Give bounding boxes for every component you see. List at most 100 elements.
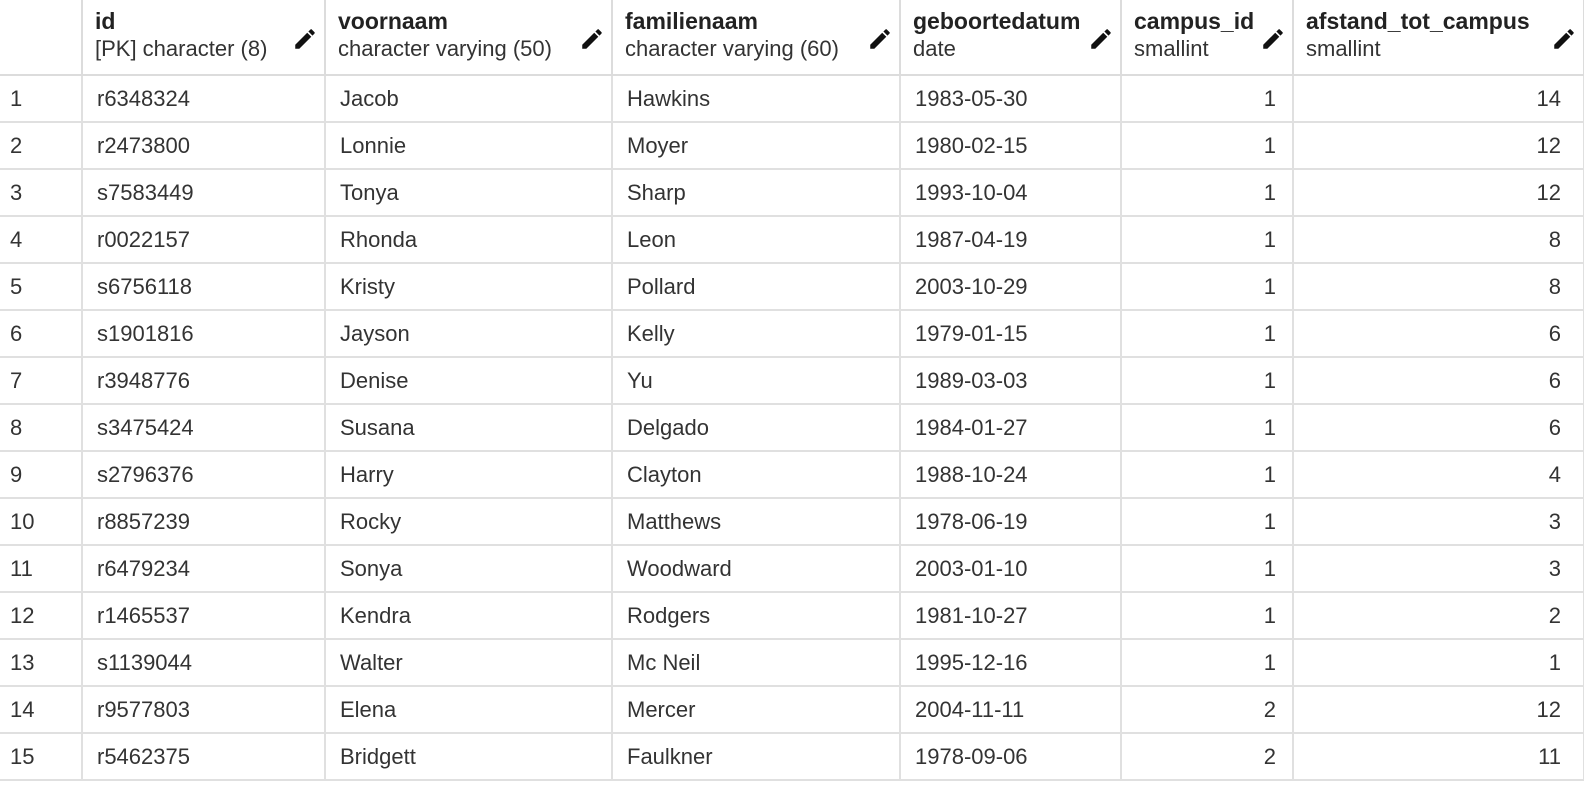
row-number[interactable]: 1 bbox=[0, 75, 83, 123]
cell-familienaam[interactable]: Moyer bbox=[612, 122, 901, 170]
cell-campus-id[interactable]: 1 bbox=[1121, 404, 1294, 452]
table-row[interactable]: 4 r0022157 Rhonda Leon 1987-04-19 1 8 bbox=[0, 216, 1584, 264]
cell-afstand-tot-campus[interactable]: 6 bbox=[1293, 357, 1584, 405]
cell-afstand-tot-campus[interactable]: 2 bbox=[1293, 592, 1584, 640]
cell-voornaam[interactable]: Tonya bbox=[325, 169, 613, 217]
cell-geboortedatum[interactable]: 1979-01-15 bbox=[900, 310, 1122, 358]
cell-geboortedatum[interactable]: 1995-12-16 bbox=[900, 639, 1122, 687]
row-number[interactable]: 9 bbox=[0, 451, 83, 499]
cell-afstand-tot-campus[interactable]: 1 bbox=[1293, 639, 1584, 687]
cell-familienaam[interactable]: Mc Neil bbox=[612, 639, 901, 687]
cell-campus-id[interactable]: 1 bbox=[1121, 169, 1294, 217]
column-header-voornaam[interactable]: voornaam character varying (50) bbox=[325, 0, 613, 76]
pencil-icon[interactable] bbox=[1088, 26, 1114, 52]
cell-campus-id[interactable]: 1 bbox=[1121, 216, 1294, 264]
cell-voornaam[interactable]: Kendra bbox=[325, 592, 613, 640]
row-number[interactable]: 14 bbox=[0, 686, 83, 734]
cell-familienaam[interactable]: Clayton bbox=[612, 451, 901, 499]
row-number-header[interactable] bbox=[0, 0, 83, 76]
table-row[interactable]: 14 r9577803 Elena Mercer 2004-11-11 2 12 bbox=[0, 686, 1584, 734]
cell-campus-id[interactable]: 1 bbox=[1121, 357, 1294, 405]
cell-voornaam[interactable]: Denise bbox=[325, 357, 613, 405]
cell-familienaam[interactable]: Leon bbox=[612, 216, 901, 264]
cell-afstand-tot-campus[interactable]: 12 bbox=[1293, 686, 1584, 734]
cell-id[interactable]: s1139044 bbox=[82, 639, 326, 687]
column-header-geboortedatum[interactable]: geboortedatum date bbox=[900, 0, 1122, 76]
cell-familienaam[interactable]: Kelly bbox=[612, 310, 901, 358]
cell-voornaam[interactable]: Elena bbox=[325, 686, 613, 734]
cell-id[interactable]: r1465537 bbox=[82, 592, 326, 640]
row-number[interactable]: 5 bbox=[0, 263, 83, 311]
cell-familienaam[interactable]: Pollard bbox=[612, 263, 901, 311]
cell-familienaam[interactable]: Hawkins bbox=[612, 75, 901, 123]
cell-geboortedatum[interactable]: 1980-02-15 bbox=[900, 122, 1122, 170]
table-row[interactable]: 5 s6756118 Kristy Pollard 2003-10-29 1 8 bbox=[0, 263, 1584, 311]
cell-id[interactable]: r2473800 bbox=[82, 122, 326, 170]
cell-afstand-tot-campus[interactable]: 12 bbox=[1293, 122, 1584, 170]
row-number[interactable]: 10 bbox=[0, 498, 83, 546]
row-number[interactable]: 13 bbox=[0, 639, 83, 687]
cell-afstand-tot-campus[interactable]: 3 bbox=[1293, 545, 1584, 593]
cell-id[interactable]: r6479234 bbox=[82, 545, 326, 593]
cell-geboortedatum[interactable]: 1978-06-19 bbox=[900, 498, 1122, 546]
row-number[interactable]: 11 bbox=[0, 545, 83, 593]
cell-geboortedatum[interactable]: 1988-10-24 bbox=[900, 451, 1122, 499]
cell-geboortedatum[interactable]: 1983-05-30 bbox=[900, 75, 1122, 123]
cell-afstand-tot-campus[interactable]: 4 bbox=[1293, 451, 1584, 499]
table-row[interactable]: 10 r8857239 Rocky Matthews 1978-06-19 1 3 bbox=[0, 498, 1584, 546]
table-row[interactable]: 1 r6348324 Jacob Hawkins 1983-05-30 1 14 bbox=[0, 75, 1584, 123]
cell-geboortedatum[interactable]: 1981-10-27 bbox=[900, 592, 1122, 640]
row-number[interactable]: 4 bbox=[0, 216, 83, 264]
cell-familienaam[interactable]: Faulkner bbox=[612, 733, 901, 781]
table-row[interactable]: 2 r2473800 Lonnie Moyer 1980-02-15 1 12 bbox=[0, 122, 1584, 170]
cell-id[interactable]: r6348324 bbox=[82, 75, 326, 123]
cell-id[interactable]: s2796376 bbox=[82, 451, 326, 499]
cell-afstand-tot-campus[interactable]: 11 bbox=[1293, 733, 1584, 781]
cell-campus-id[interactable]: 1 bbox=[1121, 122, 1294, 170]
row-number[interactable]: 2 bbox=[0, 122, 83, 170]
cell-afstand-tot-campus[interactable]: 3 bbox=[1293, 498, 1584, 546]
cell-familienaam[interactable]: Mercer bbox=[612, 686, 901, 734]
cell-geboortedatum[interactable]: 2004-11-11 bbox=[900, 686, 1122, 734]
cell-id[interactable]: s6756118 bbox=[82, 263, 326, 311]
row-number[interactable]: 6 bbox=[0, 310, 83, 358]
pencil-icon[interactable] bbox=[1260, 26, 1286, 52]
cell-voornaam[interactable]: Walter bbox=[325, 639, 613, 687]
cell-familienaam[interactable]: Sharp bbox=[612, 169, 901, 217]
cell-campus-id[interactable]: 1 bbox=[1121, 75, 1294, 123]
cell-geboortedatum[interactable]: 2003-01-10 bbox=[900, 545, 1122, 593]
cell-geboortedatum[interactable]: 1989-03-03 bbox=[900, 357, 1122, 405]
cell-campus-id[interactable]: 1 bbox=[1121, 545, 1294, 593]
cell-id[interactable]: r8857239 bbox=[82, 498, 326, 546]
column-header-id[interactable]: id [PK] character (8) bbox=[82, 0, 326, 76]
pencil-icon[interactable] bbox=[292, 26, 318, 52]
cell-id[interactable]: r0022157 bbox=[82, 216, 326, 264]
cell-familienaam[interactable]: Rodgers bbox=[612, 592, 901, 640]
cell-id[interactable]: r3948776 bbox=[82, 357, 326, 405]
cell-campus-id[interactable]: 1 bbox=[1121, 310, 1294, 358]
table-row[interactable]: 12 r1465537 Kendra Rodgers 1981-10-27 1 2 bbox=[0, 592, 1584, 640]
cell-voornaam[interactable]: Harry bbox=[325, 451, 613, 499]
cell-campus-id[interactable]: 1 bbox=[1121, 451, 1294, 499]
cell-voornaam[interactable]: Susana bbox=[325, 404, 613, 452]
cell-familienaam[interactable]: Matthews bbox=[612, 498, 901, 546]
cell-campus-id[interactable]: 2 bbox=[1121, 686, 1294, 734]
cell-campus-id[interactable]: 1 bbox=[1121, 263, 1294, 311]
column-header-afstand-tot-campus[interactable]: afstand_tot_campus smallint bbox=[1293, 0, 1584, 76]
cell-id[interactable]: s3475424 bbox=[82, 404, 326, 452]
row-number[interactable]: 12 bbox=[0, 592, 83, 640]
cell-afstand-tot-campus[interactable]: 12 bbox=[1293, 169, 1584, 217]
cell-id[interactable]: r9577803 bbox=[82, 686, 326, 734]
row-number[interactable]: 15 bbox=[0, 733, 83, 781]
cell-afstand-tot-campus[interactable]: 6 bbox=[1293, 310, 1584, 358]
cell-id[interactable]: r5462375 bbox=[82, 733, 326, 781]
cell-afstand-tot-campus[interactable]: 8 bbox=[1293, 263, 1584, 311]
cell-familienaam[interactable]: Woodward bbox=[612, 545, 901, 593]
cell-voornaam[interactable]: Jayson bbox=[325, 310, 613, 358]
cell-voornaam[interactable]: Sonya bbox=[325, 545, 613, 593]
cell-id[interactable]: s7583449 bbox=[82, 169, 326, 217]
table-row[interactable]: 11 r6479234 Sonya Woodward 2003-01-10 1 3 bbox=[0, 545, 1584, 593]
cell-familienaam[interactable]: Yu bbox=[612, 357, 901, 405]
table-row[interactable]: 9 s2796376 Harry Clayton 1988-10-24 1 4 bbox=[0, 451, 1584, 499]
table-row[interactable]: 3 s7583449 Tonya Sharp 1993-10-04 1 12 bbox=[0, 169, 1584, 217]
